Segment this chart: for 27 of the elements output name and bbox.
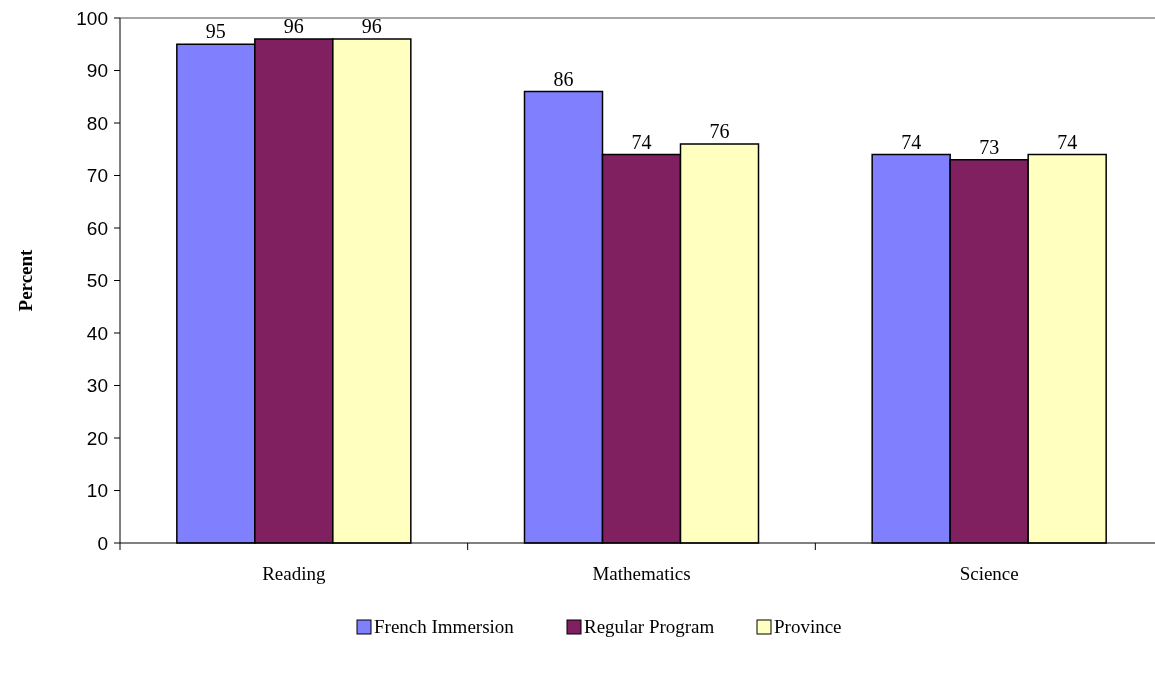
data-label: 86: [553, 67, 574, 90]
y-tick-label: 30: [86, 375, 108, 397]
x-tick-label: Mathematics: [592, 563, 691, 584]
y-tick-label: 100: [76, 7, 108, 29]
legend-label: Regular Program: [584, 616, 715, 637]
y-tick-label: 40: [86, 322, 108, 344]
y-tick-label: 80: [86, 112, 108, 134]
y-tick-label: 20: [86, 427, 108, 449]
x-tick-label: Science: [959, 563, 1019, 584]
y-tick-label: 10: [86, 480, 108, 502]
y-tick-label: 70: [86, 165, 108, 187]
legend-label: French Immersion: [374, 616, 515, 637]
data-label: 95: [205, 20, 226, 43]
data-label: 74: [1057, 130, 1078, 153]
data-label: 96: [283, 15, 304, 37]
data-label: 73: [979, 135, 1000, 158]
y-tick-label: 0: [97, 532, 108, 554]
y-tick-label: 90: [86, 60, 108, 82]
y-tick-label: 50: [86, 270, 108, 292]
data-label: 76: [709, 120, 730, 142]
data-label: 74: [901, 130, 922, 153]
x-tick-label: Reading: [262, 563, 326, 584]
legend-label: Province: [774, 616, 842, 637]
data-label: 96: [361, 15, 382, 37]
data-label: 74: [631, 130, 652, 153]
y-tick-label: 60: [86, 217, 108, 239]
y-axis-title: Percent: [15, 248, 36, 312]
